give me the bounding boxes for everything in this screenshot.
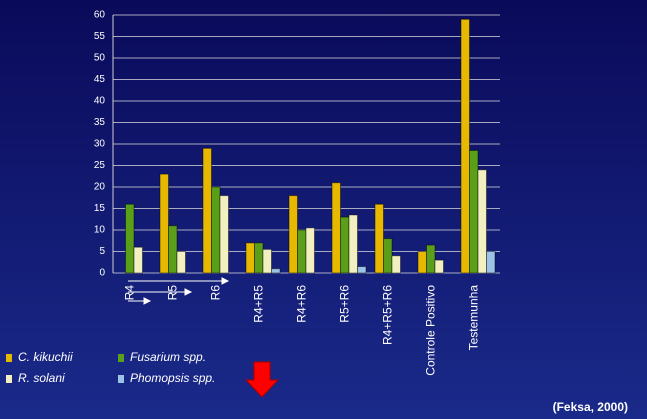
bar (426, 244, 436, 274)
x-tick-label: R5 (166, 285, 180, 301)
bar (211, 186, 221, 274)
x-tick-label: Testemunha (467, 285, 481, 351)
y-tick-label: 10 (94, 225, 106, 236)
x-tick-label: R5+R6 (338, 285, 352, 323)
y-tick-label: 40 (94, 96, 106, 107)
source: (Feksa, 2000) (553, 400, 628, 414)
legend-label: Fusarium spp. (130, 350, 206, 364)
bar (460, 18, 470, 274)
bar (254, 242, 264, 274)
bar (125, 203, 135, 274)
bar (305, 227, 315, 274)
legend-label: C. kikuchii (18, 350, 73, 364)
bar (202, 147, 212, 274)
legend-swatch (118, 375, 124, 383)
legend-label: R. solani (18, 371, 65, 385)
bar (176, 251, 186, 274)
bar (417, 251, 427, 274)
y-tick-label: 55 (94, 31, 106, 42)
bar (469, 149, 479, 274)
y-tick-label: 20 (94, 182, 106, 193)
y-tick-label: 25 (94, 160, 106, 171)
y-tick-label: 45 (94, 74, 106, 85)
bar (219, 195, 229, 274)
highlight-arrow (244, 361, 280, 398)
legend-label: Phomopsis spp. (130, 371, 215, 385)
bar (357, 266, 367, 274)
bar (297, 229, 307, 274)
legend-swatch (118, 354, 124, 362)
bar (391, 255, 401, 274)
x-tick-label: R6 (209, 285, 223, 301)
bar (477, 169, 487, 274)
bar (168, 225, 178, 274)
x-tick-label: R4+R5 (252, 285, 266, 323)
bar (374, 203, 384, 274)
y-tick-label: 30 (94, 139, 106, 150)
bar (262, 248, 272, 274)
bar (331, 182, 341, 274)
y-tick-label: 5 (99, 246, 105, 257)
bar (159, 173, 169, 274)
bar (383, 238, 393, 274)
y-tick-label: 50 (94, 53, 106, 64)
y-tick-label: 0 (99, 268, 105, 279)
bar (434, 259, 444, 274)
x-tick-label: R4+R5+R6 (381, 285, 395, 345)
y-tick-label: 15 (94, 203, 106, 214)
legend-swatch (6, 354, 12, 362)
bar (348, 214, 358, 274)
bar (340, 216, 350, 274)
x-tick-label: R4+R6 (295, 285, 309, 323)
arrows (128, 277, 230, 305)
y-tick-label: 35 (94, 117, 106, 128)
y-tick-label: 60 (94, 10, 106, 21)
bar (271, 268, 281, 274)
bar (245, 242, 255, 274)
x-tick-label: Controle Positivo (424, 285, 438, 376)
x-tick-label: R4 (123, 285, 137, 301)
bar (288, 195, 298, 274)
bar (133, 246, 143, 274)
legend-swatch (6, 375, 12, 383)
bar (486, 251, 496, 274)
